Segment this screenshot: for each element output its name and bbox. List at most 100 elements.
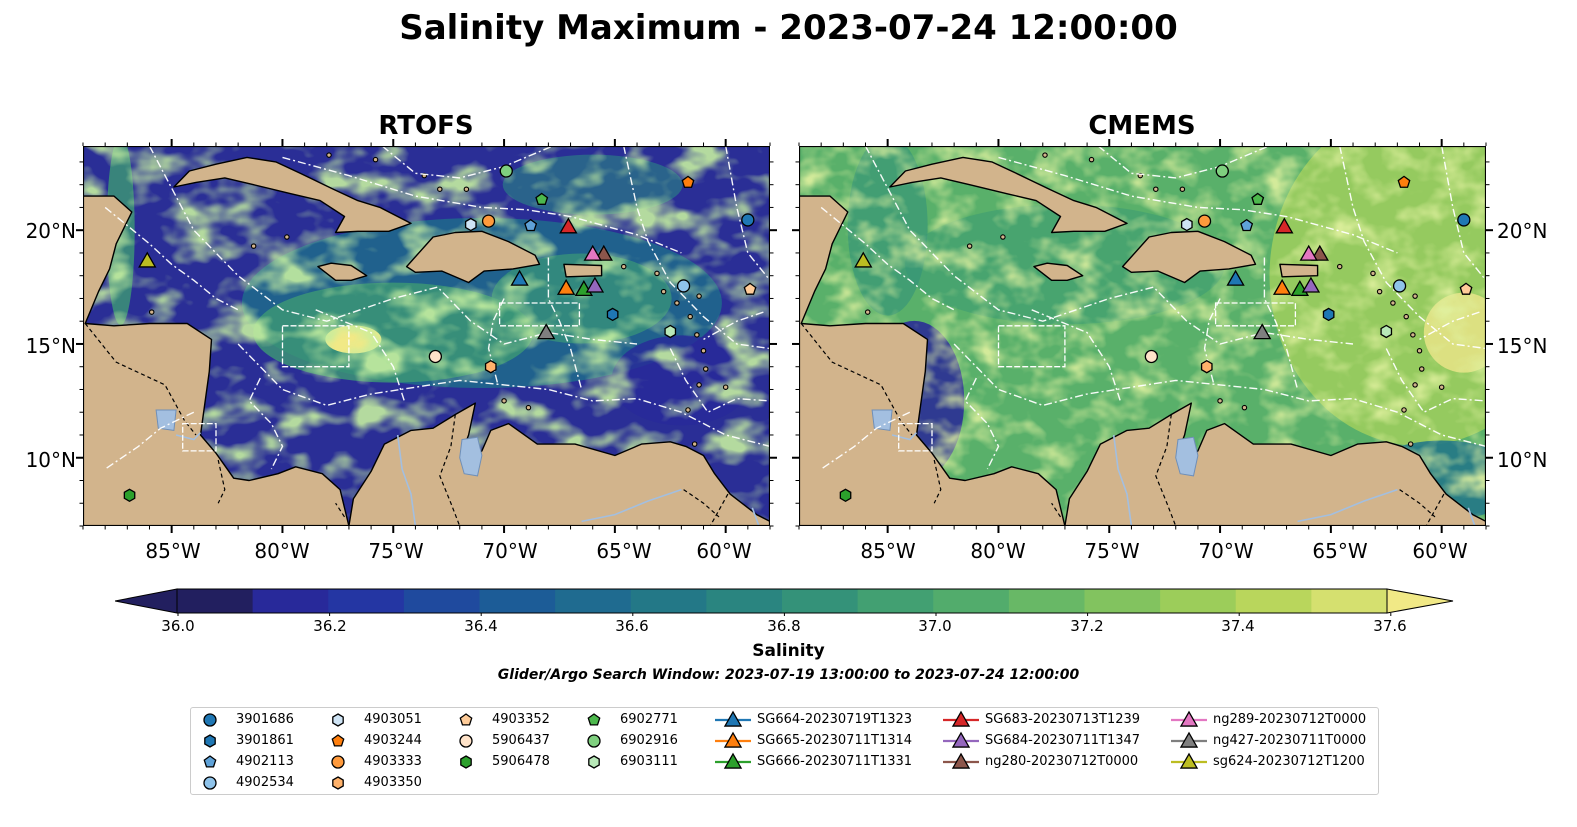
argo-marker-5906437[interactable] bbox=[1144, 349, 1159, 364]
argo-marker-4903333[interactable] bbox=[1197, 214, 1212, 228]
legend-marker-ng427-20230711T0000[interactable] bbox=[1179, 731, 1199, 748]
legend-marker-4902113[interactable] bbox=[203, 755, 217, 768]
colorbar-segment bbox=[252, 589, 329, 613]
argo-marker-4902113[interactable] bbox=[524, 218, 538, 232]
glider-marker-sg624-20230712T1200[interactable] bbox=[138, 251, 157, 268]
glider-marker-ng280-20230712T0000[interactable] bbox=[594, 244, 613, 261]
legend-label: 3901686 bbox=[236, 712, 294, 727]
glider-marker-SG665-20230711T1314[interactable] bbox=[1272, 278, 1292, 295]
argo-marker-4903333[interactable] bbox=[481, 214, 496, 228]
glider-marker-SG664-20230719T1323[interactable] bbox=[510, 269, 529, 286]
colorbar-segment bbox=[782, 589, 859, 613]
legend-marker-4903350[interactable] bbox=[332, 776, 344, 790]
argo-marker-4903350[interactable] bbox=[484, 359, 497, 374]
landmass bbox=[563, 263, 603, 278]
glider-marker-SG664-20230719T1323[interactable] bbox=[1226, 269, 1245, 286]
argo-marker-4903051[interactable] bbox=[464, 217, 477, 232]
argo-marker-4903352[interactable] bbox=[743, 282, 757, 295]
legend-marker-6903111[interactable] bbox=[588, 755, 600, 769]
argo-marker-4903244[interactable] bbox=[681, 175, 695, 188]
legend-marker-5906437[interactable] bbox=[459, 734, 473, 748]
lat-label: 20°N bbox=[1497, 219, 1548, 243]
legend-marker-3901861[interactable] bbox=[204, 734, 216, 748]
lon-label: 70°W bbox=[482, 539, 538, 563]
argo-marker-6902771[interactable] bbox=[535, 192, 549, 205]
colorbar-segment bbox=[933, 589, 1010, 613]
glider-marker-SG683-20230713T1239[interactable] bbox=[1275, 217, 1294, 234]
legend-marker-icon bbox=[588, 755, 600, 769]
legend-marker-3901686[interactable] bbox=[203, 713, 217, 727]
argo-marker-5906478[interactable] bbox=[839, 488, 852, 503]
glider-marker-SG665-20230711T1314[interactable] bbox=[556, 278, 576, 295]
legend-marker-5906478[interactable] bbox=[460, 755, 472, 769]
map-panel-cmems[interactable] bbox=[799, 146, 1486, 526]
glider-marker-SG683-20230713T1239[interactable] bbox=[559, 217, 578, 234]
argo-marker-4903352[interactable] bbox=[1459, 282, 1473, 295]
legend-marker-6902916[interactable] bbox=[587, 734, 601, 748]
legend-marker-icon bbox=[715, 731, 751, 748]
legend-marker-icon bbox=[331, 734, 345, 747]
lon-label: 60°W bbox=[696, 539, 752, 563]
landmass bbox=[83, 195, 350, 526]
map-panel-rtofs[interactable] bbox=[83, 146, 770, 526]
argo-marker-6902916[interactable] bbox=[499, 164, 513, 178]
glider-marker-ng427-20230711T0000[interactable] bbox=[537, 323, 556, 340]
legend-marker-4903352[interactable] bbox=[459, 713, 473, 726]
legend-marker-4903244[interactable] bbox=[331, 734, 345, 747]
glider-marker-ng427-20230711T0000[interactable] bbox=[1253, 323, 1272, 340]
argo-marker-3901861[interactable] bbox=[1322, 307, 1335, 322]
glider-marker-SG684-20230711T1347[interactable] bbox=[585, 276, 605, 293]
colorbar-tick: 36.2 bbox=[313, 617, 347, 635]
legend-marker-icon bbox=[203, 713, 217, 727]
argo-marker-6902771[interactable] bbox=[1251, 192, 1265, 205]
argo-marker-6903111[interactable] bbox=[1380, 324, 1393, 339]
glider-marker-ng280-20230712T0000[interactable] bbox=[1310, 244, 1329, 261]
legend-marker-ng280-20230712T0000[interactable] bbox=[951, 752, 971, 769]
search-window-text: Glider/Argo Search Window: 2023-07-19 13… bbox=[497, 667, 1080, 683]
glider-marker-sg624-20230712T1200[interactable] bbox=[854, 251, 873, 268]
legend-marker-icon bbox=[459, 713, 473, 726]
colorbar-tick: 37.6 bbox=[1373, 617, 1407, 635]
legend-marker-SG665-20230711T1314[interactable] bbox=[723, 731, 743, 748]
colorbar-segment bbox=[177, 589, 254, 613]
legend-marker-4903333[interactable] bbox=[331, 755, 345, 769]
legend-marker-ng289-20230712T0000[interactable] bbox=[1179, 710, 1199, 727]
argo-marker-3901686[interactable] bbox=[1457, 213, 1471, 227]
legend-marker-SG664-20230719T1323[interactable] bbox=[723, 710, 743, 727]
colorbar-tick: 36.4 bbox=[464, 617, 498, 635]
argo-marker-4903244[interactable] bbox=[1397, 175, 1411, 188]
landmass bbox=[405, 230, 541, 284]
argo-marker-6902916[interactable] bbox=[1215, 164, 1229, 178]
argo-marker-3901686[interactable] bbox=[741, 213, 755, 227]
glider-marker-SG684-20230711T1347[interactable] bbox=[1301, 276, 1321, 293]
lon-label: 65°W bbox=[596, 539, 652, 563]
legend-marker-sg624-20230712T1200[interactable] bbox=[1179, 752, 1199, 769]
legend-marker-4902534[interactable] bbox=[203, 776, 217, 790]
argo-marker-5906437[interactable] bbox=[428, 349, 443, 364]
argo-marker-4903051[interactable] bbox=[1180, 217, 1193, 232]
legend-marker-icon bbox=[332, 776, 344, 790]
glider-marker-ng289-20230712T0000[interactable] bbox=[1299, 244, 1318, 261]
legend-marker-SG666-20230711T1331[interactable] bbox=[723, 752, 743, 769]
legend-marker-6902771[interactable] bbox=[587, 713, 601, 726]
argo-marker-4903350[interactable] bbox=[1200, 359, 1213, 374]
legend-marker-4903051[interactable] bbox=[332, 713, 344, 727]
argo-marker-3901861[interactable] bbox=[606, 307, 619, 322]
legend-marker-SG684-20230711T1347[interactable] bbox=[951, 731, 971, 748]
lat-label: 20°N bbox=[25, 219, 76, 243]
landmass bbox=[799, 195, 1066, 526]
legend-label: 4903333 bbox=[364, 754, 422, 769]
argo-marker-4902113[interactable] bbox=[1240, 218, 1254, 232]
legend-marker-icon bbox=[943, 710, 979, 727]
argo-marker-4902534[interactable] bbox=[1392, 279, 1407, 293]
colorbar-label: Salinity bbox=[752, 641, 825, 661]
colorbar-segment bbox=[328, 589, 405, 613]
legend-label: SG683-20230713T1239 bbox=[985, 712, 1141, 727]
legend-marker-icon bbox=[1171, 710, 1207, 727]
argo-marker-6903111[interactable] bbox=[664, 324, 677, 339]
argo-marker-4902534[interactable] bbox=[676, 279, 691, 293]
colorbar-segment bbox=[857, 589, 934, 613]
glider-marker-ng289-20230712T0000[interactable] bbox=[583, 244, 602, 261]
argo-marker-5906478[interactable] bbox=[123, 488, 136, 503]
legend-marker-SG683-20230713T1239[interactable] bbox=[951, 710, 971, 727]
